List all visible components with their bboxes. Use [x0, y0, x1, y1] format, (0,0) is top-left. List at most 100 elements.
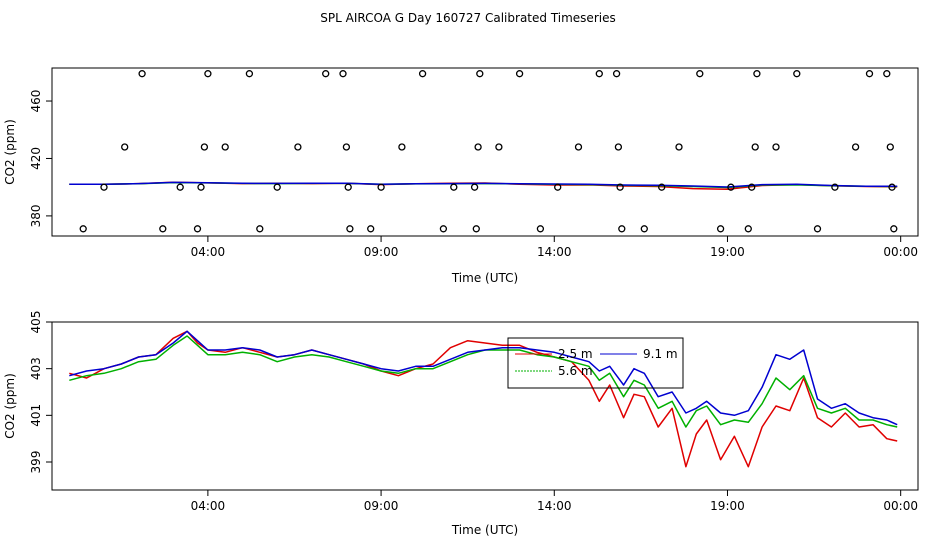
calibration-point: [618, 225, 626, 233]
calibration-point: [716, 225, 725, 233]
x-tick-label: 14:00: [537, 245, 572, 259]
x-tick-label: 00:00: [883, 499, 918, 513]
x-tick-label: 14:00: [537, 499, 572, 513]
calibration-point: [121, 143, 129, 151]
legend-label-9-1m: 9.1 m: [643, 347, 678, 361]
calibration-point: [658, 183, 666, 191]
y-tick-label: 380: [29, 204, 43, 227]
legend-box: [507, 337, 684, 389]
calibration-point: [574, 143, 583, 151]
calibration-point: [640, 225, 648, 233]
x-tick-label: 09:00: [364, 245, 399, 259]
calibration-point: [614, 143, 623, 151]
calibration-point: [851, 143, 860, 151]
calibration-point: [772, 143, 780, 151]
calibration-point: [675, 143, 683, 151]
bottom-plot-frame: [51, 321, 919, 491]
bottom-y-axis-label: CO2 (ppm): [3, 373, 17, 439]
y-tick-label: 420: [29, 147, 43, 170]
calibration-point: [398, 143, 406, 151]
calibration-point: [100, 183, 108, 191]
series-line-5-6-m: [69, 335, 898, 428]
calibration-point: [536, 225, 545, 233]
bottom-x-axis-label: Time (UTC): [451, 523, 518, 537]
bottom-panel-timeseries: 04:00 09:00 14:00 19:00 00:00 399 401 403 405 T…: [3, 311, 919, 537]
calibration-point: [472, 225, 480, 233]
calibration-point: [138, 70, 146, 78]
x-tick-label: 09:00: [364, 499, 399, 513]
bottom-x-axis: 04:00 09:00 14:00 19:00 00:00: [191, 490, 918, 513]
calibration-point: [727, 183, 735, 191]
calibration-point: [273, 183, 281, 191]
bottom-panel-series: [69, 330, 898, 468]
top-panel-points: [79, 70, 898, 233]
calibration-point: [339, 70, 347, 78]
calibration-point: [176, 183, 184, 191]
calibration-point: [883, 70, 891, 78]
calibration-point: [476, 70, 484, 78]
calibration-point: [470, 183, 479, 191]
top-y-axis: 380 420 460: [29, 90, 52, 227]
calibration-point: [888, 183, 896, 191]
calibration-point: [616, 183, 624, 191]
calibration-point: [890, 225, 898, 233]
top-panel-calibration-scatter: 04:00 09:00 14:00 19:00 00:00 380 420 460 Time…: [3, 67, 919, 285]
bottom-y-axis: 399 401 403 405: [29, 311, 52, 474]
calibration-point: [221, 143, 229, 151]
x-tick-label: 19:00: [710, 499, 745, 513]
calibration-point: [744, 225, 752, 233]
calibration-point: [256, 225, 264, 233]
x-tick-label: 04:00: [191, 245, 226, 259]
calibration-point: [200, 143, 209, 151]
legend: 2.5 m 9.1 m 5.6 m: [507, 337, 684, 389]
calibration-point: [342, 143, 351, 151]
calibration-point: [377, 183, 385, 191]
series-line-9-1-m: [69, 330, 898, 426]
calibration-point: [322, 70, 330, 78]
calibration-point: [193, 225, 202, 233]
top-plot-frame: [51, 67, 919, 237]
calibration-point: [159, 225, 167, 233]
calibration-point: [748, 183, 756, 191]
calibration-point: [793, 70, 801, 78]
calibration-point: [696, 70, 704, 78]
top-panel-series: [69, 181, 898, 191]
series-line-9-1-m: [69, 181, 898, 188]
top-x-axis-label: Time (UTC): [451, 271, 518, 285]
x-tick-label: 19:00: [710, 245, 745, 259]
page-title: SPL AIRCOA G Day 160727 Calibrated Times…: [320, 11, 615, 25]
x-tick-label: 04:00: [191, 499, 226, 513]
y-tick-label: 405: [29, 311, 43, 334]
calibration-point: [515, 70, 524, 78]
calibration-point: [245, 70, 254, 78]
y-tick-label: 460: [29, 90, 43, 113]
calibration-point: [367, 225, 375, 233]
legend-label-5-6m: 5.6 m: [558, 364, 593, 378]
calibration-point: [495, 143, 503, 151]
calibration-point: [554, 183, 562, 191]
calibration-point: [346, 225, 354, 233]
calibration-point: [831, 183, 839, 191]
calibration-point: [450, 183, 458, 191]
calibration-point: [595, 70, 603, 78]
calibration-point: [294, 143, 302, 151]
calibration-point: [439, 225, 448, 233]
calibration-point: [865, 70, 874, 78]
calibration-point: [753, 70, 761, 78]
x-tick-label: 00:00: [883, 245, 918, 259]
calibration-point: [197, 183, 205, 191]
top-y-axis-label: CO2 (ppm): [3, 119, 17, 185]
calibration-point: [612, 70, 621, 78]
calibration-point: [418, 70, 427, 78]
legend-label-2-5m: 2.5 m: [558, 347, 593, 361]
y-tick-label: 401: [29, 404, 43, 427]
calibration-point: [813, 225, 822, 233]
calibration-point: [886, 143, 894, 151]
calibration-point: [751, 143, 759, 151]
calibration-point: [204, 70, 212, 78]
top-x-axis: 04:00 09:00 14:00 19:00 00:00: [191, 236, 918, 259]
y-tick-label: 403: [29, 357, 43, 380]
series-line-2-5-m: [69, 330, 898, 468]
y-tick-label: 399: [29, 451, 43, 474]
